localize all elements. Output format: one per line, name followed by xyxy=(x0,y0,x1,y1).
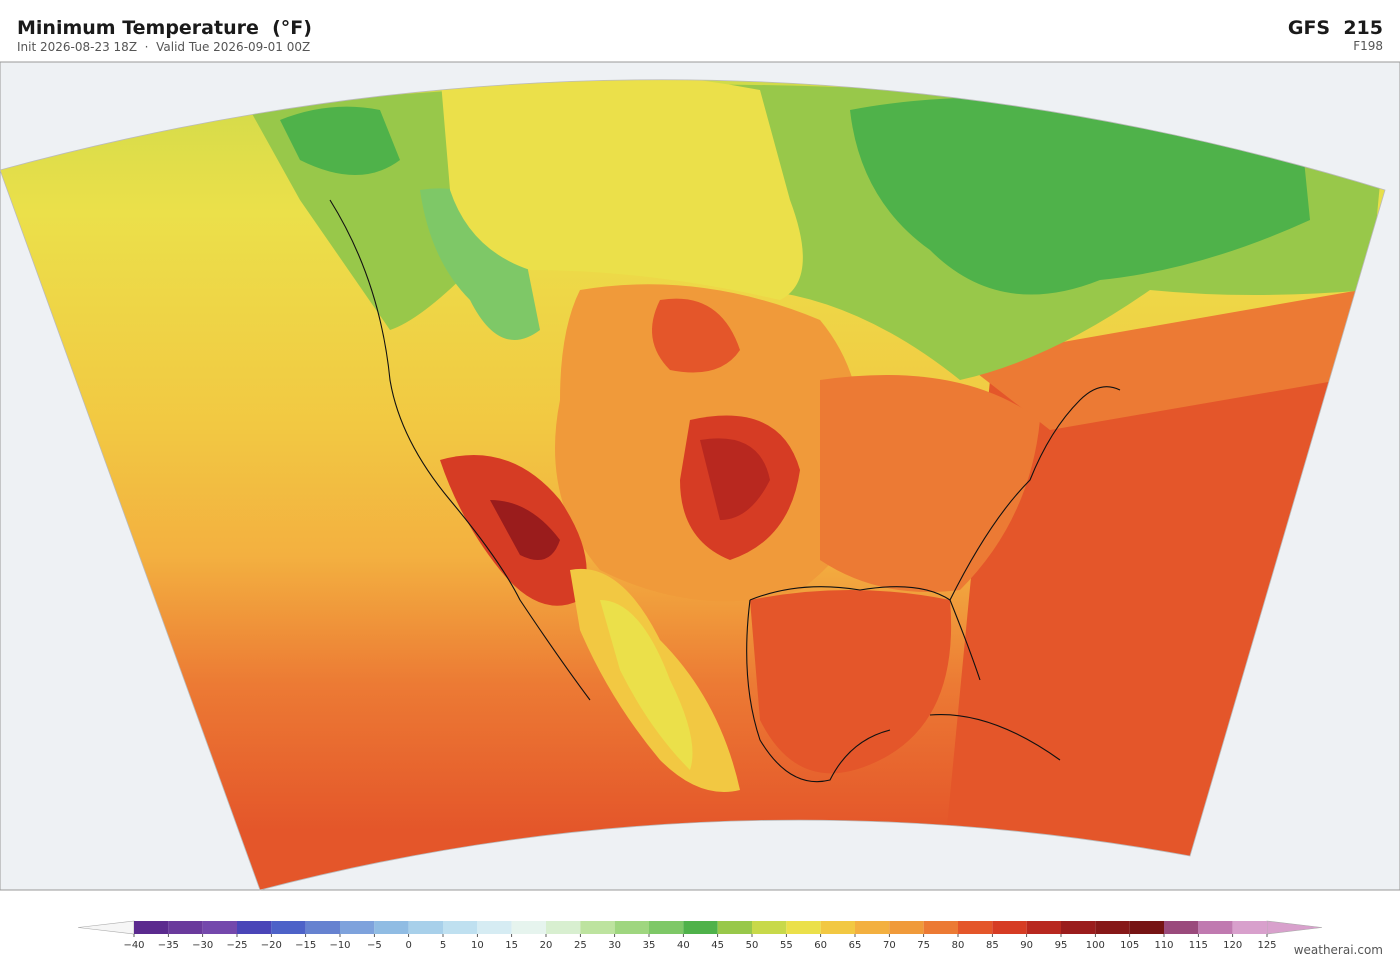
colorbar-tick-label: 40 xyxy=(677,940,690,951)
colorbar-bin xyxy=(889,921,924,934)
colorbar-bin xyxy=(1164,921,1199,934)
colorbar-tick-label: 55 xyxy=(780,940,793,951)
colorbar-bin xyxy=(1129,921,1164,934)
colorbar-bin xyxy=(237,921,272,934)
colorbar-bin xyxy=(305,921,340,934)
colorbar-tick-label: 5 xyxy=(440,940,446,951)
colorbar-tick-label: −30 xyxy=(192,940,213,951)
colorbar-tick-label: 120 xyxy=(1223,940,1242,951)
colorbar-bin xyxy=(992,921,1027,934)
colorbar-tick-label: 30 xyxy=(608,940,621,951)
colorbar-tick-label: −20 xyxy=(261,940,282,951)
colorbar-bin xyxy=(820,921,855,934)
colorbar-tick-label: 65 xyxy=(849,940,862,951)
colorbar-tick-label: 115 xyxy=(1189,940,1208,951)
colorbar-tick-label: 25 xyxy=(574,940,587,951)
colorbar-tick-label: 60 xyxy=(814,940,827,951)
colorbar-tick-label: 15 xyxy=(505,940,518,951)
colorbar-bin xyxy=(374,921,409,934)
colorbar-bin xyxy=(340,921,375,934)
map-title: Minimum Temperature (°F) xyxy=(17,17,312,39)
map xyxy=(0,61,1400,891)
colorbar-tick-label: 110 xyxy=(1154,940,1173,951)
colorbar-bin xyxy=(408,921,443,934)
colorbar-bin xyxy=(580,921,615,934)
colorbar-tick-label: 10 xyxy=(471,940,484,951)
colorbar-tick-label: −40 xyxy=(123,940,144,951)
colorbar-tick-label: 20 xyxy=(540,940,553,951)
colorbar-tick-label: 50 xyxy=(746,940,759,951)
colorbar-under xyxy=(77,920,135,935)
colorbar-bin xyxy=(855,921,890,934)
colorbar-bin xyxy=(752,921,787,934)
colorbar-bin xyxy=(1026,921,1061,934)
colorbar-bin xyxy=(546,921,581,934)
colorbar-tick-label: 75 xyxy=(917,940,930,951)
colorbar: −40 −35 −30 −25 −20 −15 −10 −5 0 5 10 15 20 25 30 35 40 4… xyxy=(77,920,1323,951)
colorbar-bin xyxy=(923,921,958,934)
colorbar-bin xyxy=(271,921,306,934)
colorbar-bin xyxy=(1095,921,1130,934)
colorbar-tick-label: 45 xyxy=(711,940,724,951)
colorbar-over xyxy=(1266,920,1323,935)
colorbar-bin xyxy=(649,921,684,934)
colorbar-bin xyxy=(1198,921,1233,934)
colorbar-tick-label: −10 xyxy=(329,940,350,951)
colorbar-tick-label: −15 xyxy=(295,940,316,951)
colorbar-tick-label: 70 xyxy=(883,940,896,951)
colorbar-bin xyxy=(443,921,478,934)
colorbar-bin xyxy=(477,921,512,934)
colorbar-tick-label: 105 xyxy=(1120,940,1139,951)
colorbar-tick-label: 35 xyxy=(643,940,656,951)
colorbar-bin xyxy=(1061,921,1096,934)
colorbar-tick-label: 80 xyxy=(952,940,965,951)
colorbar-tick-label: 95 xyxy=(1055,940,1068,951)
colorbar-tick-label: 90 xyxy=(1020,940,1033,951)
colorbar-bin xyxy=(717,921,752,934)
colorbar-bin xyxy=(786,921,821,934)
colorbar-tick-label: 85 xyxy=(986,940,999,951)
colorbar-tick-label: 0 xyxy=(405,940,411,951)
colorbar-bin xyxy=(958,921,993,934)
colorbar-bin xyxy=(683,921,718,934)
forecast-hour: F198 xyxy=(1353,39,1383,53)
colorbar-tick-label: 125 xyxy=(1257,940,1276,951)
colorbar-tick-label: −5 xyxy=(367,940,382,951)
colorbar-tick-label: −35 xyxy=(158,940,179,951)
colorbar-bin xyxy=(202,921,237,934)
colorbar-bin xyxy=(511,921,546,934)
colorbar-tick-label: −25 xyxy=(226,940,247,951)
model-label: GFS 215 xyxy=(1288,17,1383,39)
colorbar-bin xyxy=(614,921,649,934)
colorbar-bin xyxy=(168,921,203,934)
colorbar-bin xyxy=(134,921,169,934)
colorbar-tick-label: 100 xyxy=(1086,940,1105,951)
map-subtitle: Init 2026-08-23 18Z · Valid Tue 2026-09-… xyxy=(17,40,310,54)
colorbar-bin xyxy=(1232,921,1267,934)
credit: weatherai.com xyxy=(1294,943,1383,957)
